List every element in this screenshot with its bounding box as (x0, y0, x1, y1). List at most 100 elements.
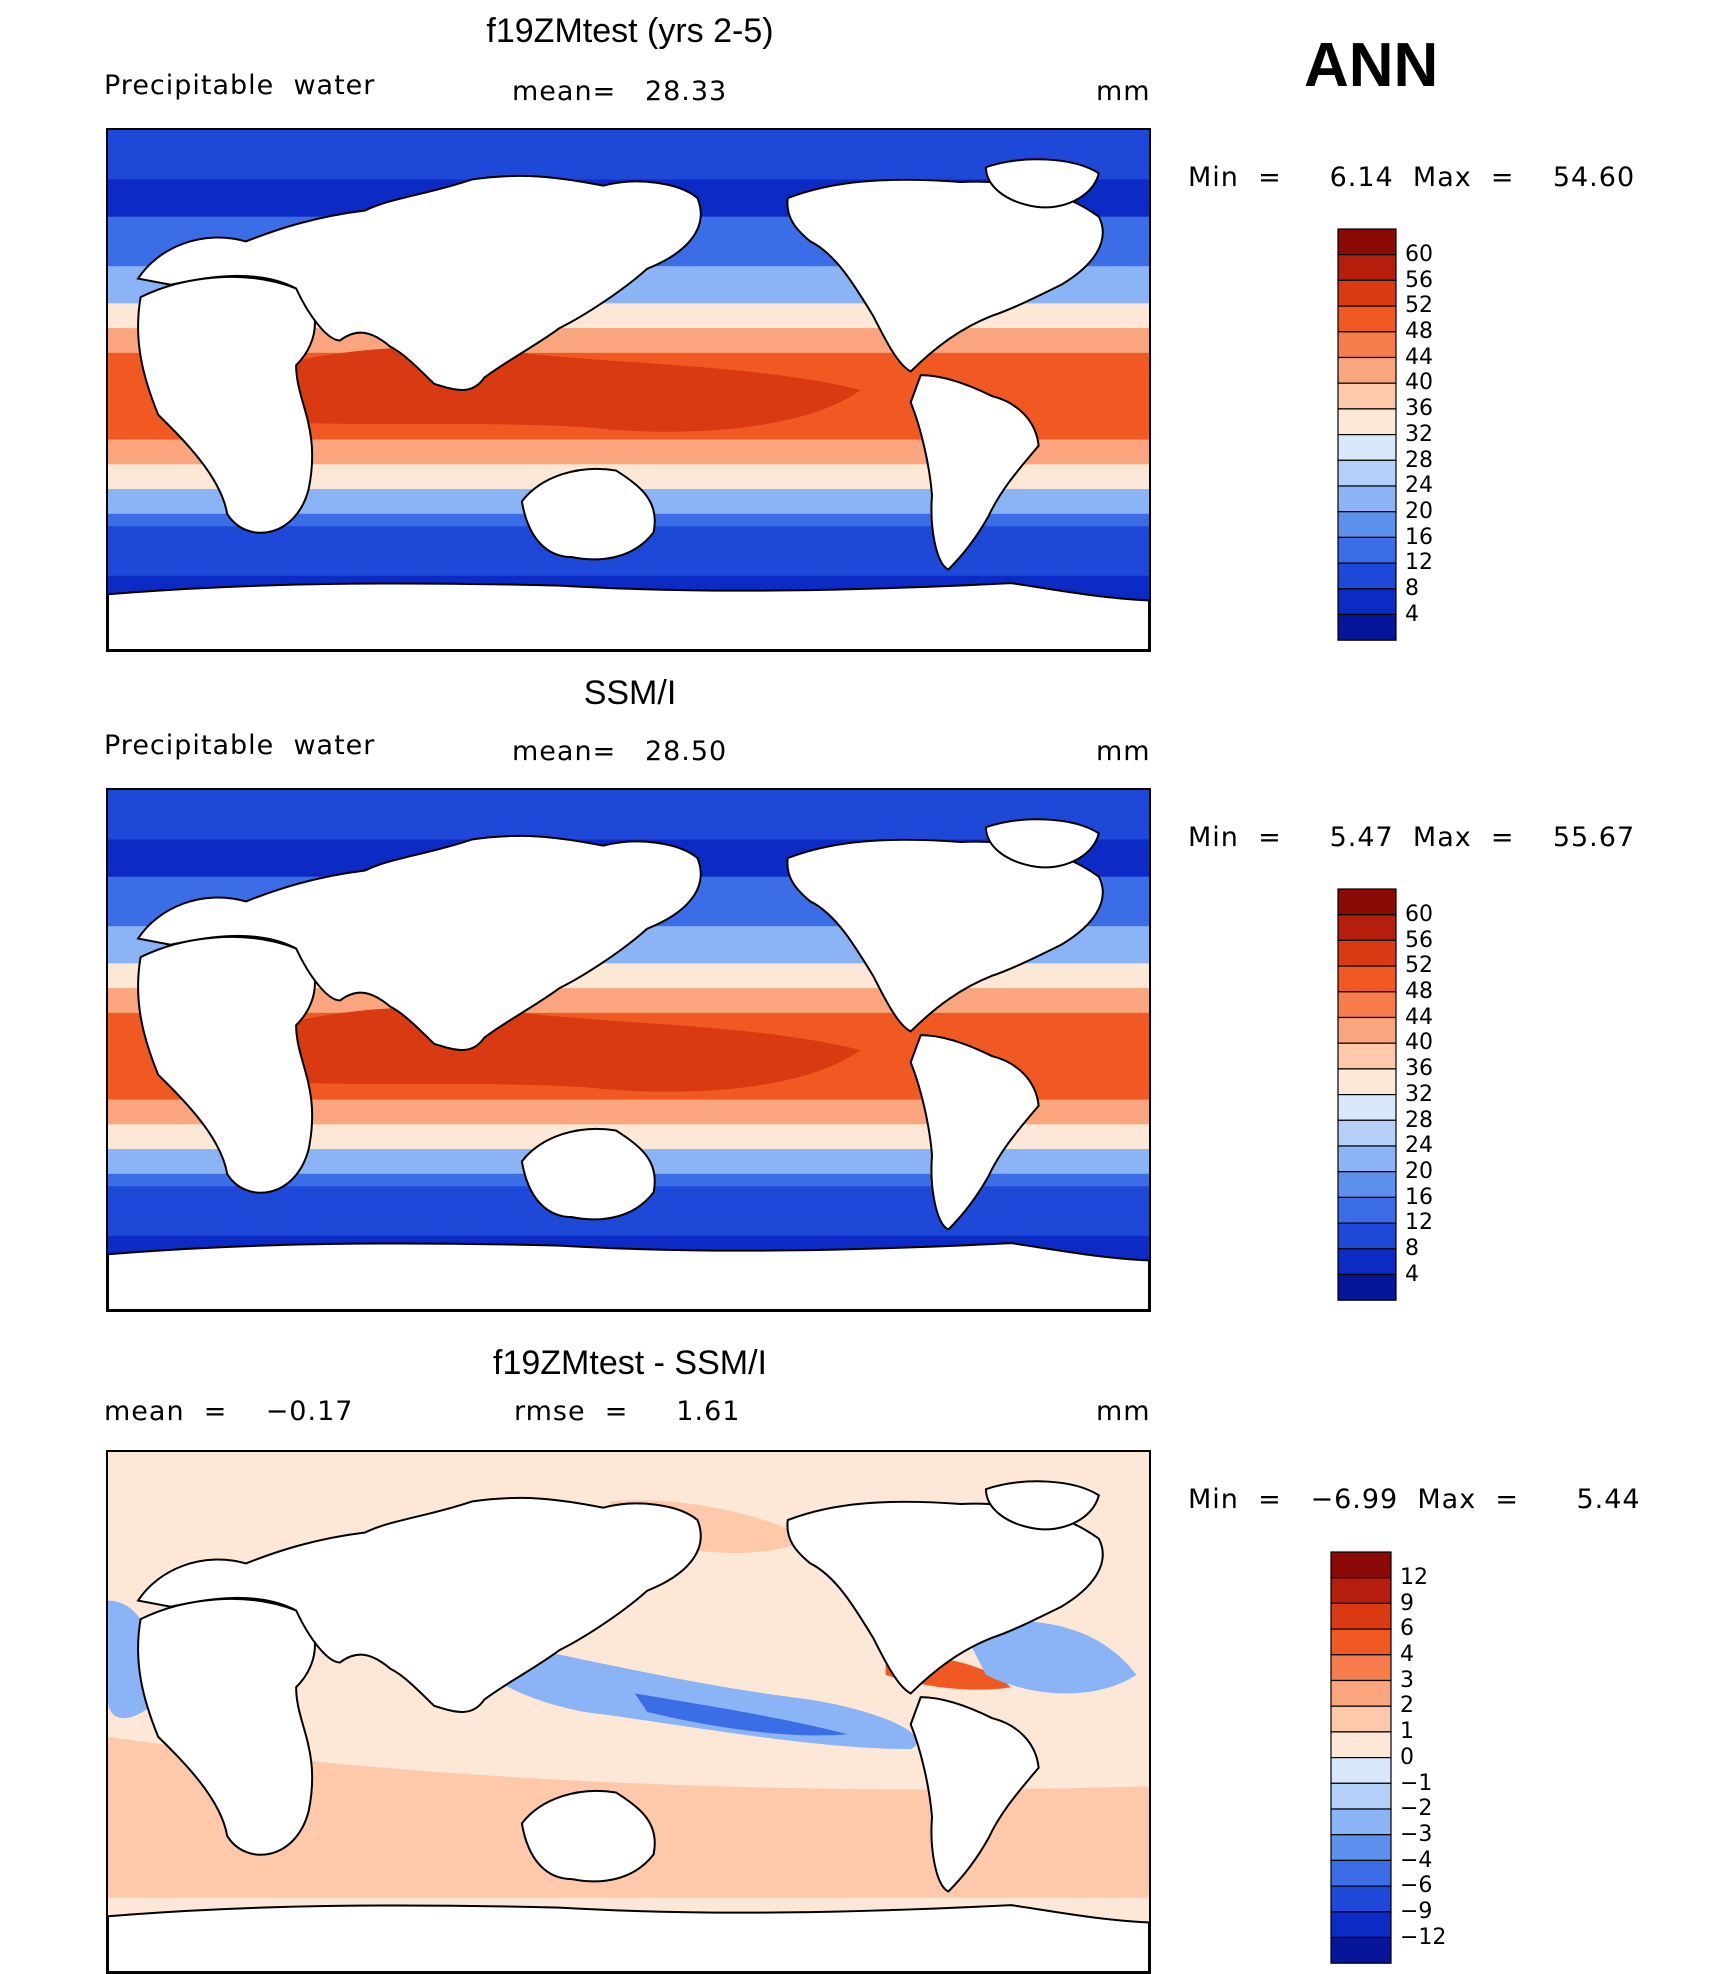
colorbar-swatch (1337, 305, 1397, 333)
contour-band (634, 1693, 848, 1736)
landmass (786, 1500, 1104, 1695)
colorbar-swatch (1337, 1145, 1397, 1173)
colorbar-tick-label: 60 (1405, 901, 1433, 927)
panel-rmse: rmse = 1.61 (514, 1396, 741, 1427)
colorbar-tick-label: 16 (1405, 524, 1433, 550)
panel-mean: mean= 28.50 (512, 736, 728, 767)
colorbar-tick-label: 4 (1405, 1261, 1419, 1287)
landmass (984, 1480, 1100, 1531)
colorbar-swatch (1337, 1119, 1397, 1147)
colorbar-tick-label: 24 (1405, 473, 1433, 499)
colorbar-swatch (1337, 228, 1397, 256)
colorbar-swatch (1337, 588, 1397, 616)
colorbar-swatch (1330, 1679, 1392, 1707)
colorbar-tick-label: −2 (1400, 1796, 1433, 1822)
colorbar-swatch (1337, 511, 1397, 539)
panel-units: mm (1096, 736, 1151, 767)
colorbar-swatches (1330, 1551, 1392, 1964)
colorbar-tick-label: 12 (1400, 1564, 1428, 1590)
landmass (108, 1242, 1149, 1310)
colorbar-swatch (1330, 1936, 1392, 1964)
colorbar-swatch (1337, 254, 1397, 282)
colorbar-tick-label: 8 (1405, 1236, 1419, 1261)
colorbar-swatch (1337, 991, 1397, 1019)
colorbar-swatch (1330, 1859, 1392, 1887)
colorbar-tick-label: 12 (1405, 550, 1433, 576)
colorbar-tick-label: 40 (1405, 1030, 1433, 1056)
colorbar-tick-label: 60 (1405, 241, 1433, 267)
colorbar-swatch (1330, 1705, 1392, 1733)
landmass (136, 1496, 702, 1713)
colorbar-tick-label: 36 (1405, 1056, 1433, 1082)
colorbar-swatch (1337, 459, 1397, 487)
landmass (108, 582, 1149, 650)
colorbar-swatch (1337, 888, 1397, 916)
panel-minmax: Min = −6.99 Max = 5.44 (1188, 1484, 1641, 1515)
landmass (520, 1127, 656, 1221)
colorbar-swatches (1337, 888, 1397, 1301)
colorbar-swatch (1330, 1808, 1392, 1836)
colorbar-swatch (1330, 1757, 1392, 1784)
colorbar-swatch (1337, 279, 1397, 307)
colorbar-tick-label: −6 (1400, 1873, 1433, 1899)
panel-variable-label: Precipitable water (104, 730, 376, 761)
panel-minmax: Min = 6.14 Max = 54.60 (1188, 162, 1636, 193)
colorbar-tick-label: −4 (1400, 1847, 1433, 1873)
colorbar-swatch (1337, 434, 1397, 461)
colorbar-swatch (1337, 382, 1397, 410)
colorbar-tick-label: 44 (1405, 344, 1433, 370)
colorbar-swatch (1337, 1016, 1397, 1044)
colorbar-swatch (1337, 1273, 1397, 1301)
colorbar-tick-label: 36 (1405, 396, 1433, 422)
colorbar-swatch (1330, 1654, 1392, 1682)
colorbar-swatches (1337, 228, 1397, 641)
colorbar-swatch (1330, 1602, 1392, 1630)
panel-title-obs: SSM/I (583, 674, 677, 712)
colorbar-tick-label: 6 (1400, 1616, 1414, 1642)
colorbar-swatch (1337, 562, 1397, 590)
colorbar-tick-label: 44 (1405, 1004, 1433, 1030)
map-model (106, 128, 1151, 652)
map-obs (106, 788, 1151, 1312)
colorbar-swatch (1337, 356, 1397, 384)
colorbar-tick-label: 3 (1400, 1667, 1414, 1693)
coastline-layer (108, 158, 1149, 650)
colorbar-tick-label: 28 (1405, 1107, 1433, 1133)
colorbar-tick-label: 20 (1405, 1158, 1433, 1184)
colorbar-swatch (1337, 613, 1397, 641)
landmass (136, 174, 702, 391)
landmass (520, 467, 656, 561)
colorbar-tick-label: 9 (1400, 1590, 1414, 1616)
colorbar-tick-label: 0 (1400, 1744, 1414, 1770)
colorbar-swatch (1337, 1196, 1397, 1224)
landmass (108, 1904, 1149, 1972)
panel-title-model: f19ZMtest (yrs 2-5) (486, 12, 774, 50)
landmass (136, 834, 702, 1051)
colorbar-swatch (1337, 536, 1397, 564)
colorbar-tick-label: 1 (1400, 1719, 1414, 1745)
colorbar-swatch (1337, 1042, 1397, 1070)
coastline-layer (108, 1480, 1149, 1972)
colorbar-tick-label: 52 (1405, 953, 1433, 979)
panel-minmax: Min = 5.47 Max = 55.67 (1188, 822, 1636, 853)
colorbar-tick-label: −12 (1400, 1924, 1447, 1950)
colorbar-tick-label: 28 (1405, 447, 1433, 473)
colorbar-swatch (1330, 1782, 1392, 1810)
colorbar-swatch (1330, 1911, 1392, 1939)
colorbar-tick-label: 56 (1405, 927, 1433, 953)
panel-diff-mean: mean = −0.17 (104, 1396, 354, 1427)
colorbar-swatch (1337, 939, 1397, 967)
landmass (786, 178, 1104, 373)
colorbar-swatch (1337, 1068, 1397, 1096)
colorbar-swatch (1337, 965, 1397, 993)
season-label: ANN (1304, 31, 1439, 100)
colorbar-tick-label: 16 (1405, 1184, 1433, 1210)
landmass (984, 818, 1100, 869)
landmass (520, 1789, 656, 1883)
colorbar-tick-label: −9 (1400, 1899, 1433, 1924)
contour-band (220, 347, 861, 432)
contour-band (108, 790, 1149, 840)
colorbar-tick-label: −3 (1400, 1821, 1433, 1847)
colorbar-swatch (1330, 1885, 1392, 1913)
landmass (909, 374, 1040, 571)
